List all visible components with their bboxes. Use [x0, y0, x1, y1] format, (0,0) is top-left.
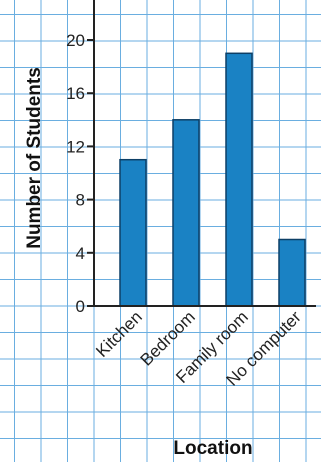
bar-no-computer	[278, 238, 306, 307]
x-axis-title: Location	[173, 438, 252, 459]
bars	[119, 52, 306, 307]
bar-family-room	[225, 52, 253, 307]
y-tick-label: 8	[76, 191, 85, 210]
y-tick-label: 16	[66, 84, 85, 103]
bar-kitchen	[119, 158, 147, 307]
y-tick-label: 12	[66, 137, 85, 156]
y-tick-label: 20	[66, 31, 85, 50]
y-tick-label: 4	[76, 244, 85, 263]
y-axis-title: Number of Students	[24, 67, 45, 249]
bar-bedroom	[172, 119, 200, 307]
y-tick-label: 0	[76, 297, 85, 316]
y-tick-labels: 0 4 8 12 16 20	[66, 31, 94, 316]
x-category-label: Kitchen	[92, 307, 146, 361]
